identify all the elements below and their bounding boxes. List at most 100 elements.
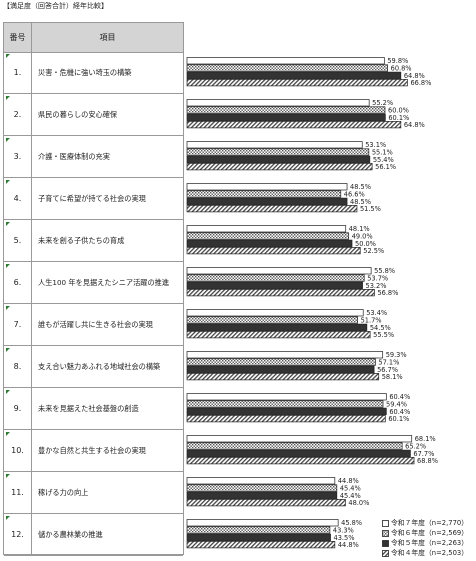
bar <box>186 407 387 415</box>
data-label: 51.7% <box>361 317 382 325</box>
row-label: 豊かな自然と共生する社会の実現 <box>38 446 146 455</box>
bar <box>186 141 363 149</box>
row-number: 4. <box>4 178 32 219</box>
item-table: 番号 項目 1. 災害・危機に強い埼玉の構築 2. 県民の暮らしの安心確保 3. 介護・医… <box>3 22 184 556</box>
data-label: 48.5% <box>350 198 371 206</box>
bars-layer: 59.8%60.8%64.8%66.8%55.2%60.0%60.1%64.8%… <box>186 57 438 549</box>
table-row: 5. 未来を創る子供たちの育成 <box>4 220 183 262</box>
data-label: 52.5% <box>363 247 384 255</box>
bar <box>186 121 402 129</box>
bar <box>186 232 350 240</box>
bar <box>186 205 358 213</box>
bar <box>186 415 386 423</box>
bar <box>186 289 375 297</box>
data-label: 57.1% <box>378 359 399 367</box>
data-label: 60.8% <box>391 65 412 73</box>
data-label: 55.5% <box>373 331 394 339</box>
row-marker-icon <box>6 516 10 520</box>
bar <box>186 99 370 107</box>
bar <box>186 183 348 191</box>
bar <box>186 491 338 499</box>
bar <box>186 274 365 282</box>
data-label: 60.1% <box>388 114 409 122</box>
bar <box>186 435 413 443</box>
data-label: 55.4% <box>373 156 394 164</box>
data-label: 60.4% <box>389 393 410 401</box>
data-label: 51.5% <box>360 205 381 213</box>
data-label: 59.3% <box>386 351 407 359</box>
row-marker-icon <box>6 222 10 226</box>
bar <box>186 155 371 163</box>
legend-swatch <box>382 530 389 537</box>
row-marker-icon <box>6 54 10 58</box>
bar <box>186 309 364 317</box>
data-label: 49.0% <box>352 233 373 241</box>
data-label: 53.7% <box>367 275 388 283</box>
row-number: 11. <box>4 472 32 513</box>
data-label: 55.8% <box>374 267 395 275</box>
bar <box>186 484 338 492</box>
bar <box>186 365 375 373</box>
table-row: 3. 介護・医療体制の充実 <box>4 136 183 178</box>
bar <box>186 358 376 366</box>
bar <box>186 323 368 331</box>
data-label: 48.1% <box>349 225 370 233</box>
table-header: 番号 項目 <box>4 23 183 53</box>
bar <box>186 519 339 527</box>
row-label: 未来を見据えた社会基盤の創造 <box>38 404 139 413</box>
table-row: 2. 県民の暮らしの安心確保 <box>4 94 183 136</box>
data-label: 44.8% <box>338 477 359 485</box>
row-number: 5. <box>4 220 32 261</box>
table-row: 9. 未来を見据えた社会基盤の創造 <box>4 388 183 430</box>
row-label: 未来を創る子供たちの育成 <box>38 236 125 245</box>
data-label: 55.2% <box>372 99 393 107</box>
chart-caption: 【満足度（回答合計）経年比較】 <box>3 2 108 10</box>
data-label: 46.6% <box>344 191 365 199</box>
row-marker-icon <box>6 138 10 142</box>
table-row: 7. 誰もが活躍し共に生きる社会の実現 <box>4 304 183 346</box>
data-label: 67.7% <box>413 450 434 458</box>
row-label: 子育てに希望が持てる社会の実現 <box>38 194 146 203</box>
data-label: 64.8% <box>404 72 425 80</box>
bar <box>186 533 331 541</box>
row-marker-icon <box>6 432 10 436</box>
data-label: 43.3% <box>333 527 354 535</box>
data-label: 59.8% <box>387 57 408 65</box>
data-label: 50.0% <box>355 240 376 248</box>
data-label: 58.1% <box>382 373 403 381</box>
bar <box>186 190 342 198</box>
table-row: 8. 支え合い魅力あふれる地域社会の構築 <box>4 346 183 388</box>
bar <box>186 197 348 205</box>
table-row: 6. 人生100 年を見据えたシニア活躍の推進 <box>4 262 183 304</box>
row-marker-icon <box>6 348 10 352</box>
row-label: 県民の暮らしの安心確保 <box>38 110 118 119</box>
bar <box>186 225 347 233</box>
bar <box>186 281 363 289</box>
row-label: 儲かる農林業の推進 <box>38 530 103 539</box>
legend-label: 令和７年度（n=2,770） <box>391 519 469 527</box>
row-marker-icon <box>6 390 10 394</box>
row-label: 誰もが活躍し共に生きる社会の実現 <box>38 320 153 329</box>
bar <box>186 449 411 457</box>
data-label: 43.5% <box>334 534 355 542</box>
data-label: 65.2% <box>405 443 426 451</box>
data-label: 56.1% <box>375 163 396 171</box>
table-row: 10. 豊かな自然と共生する社会の実現 <box>4 430 183 472</box>
bar <box>186 64 388 72</box>
row-number: 2. <box>4 94 32 135</box>
data-label: 45.8% <box>341 519 362 527</box>
bar <box>186 267 372 275</box>
bar <box>186 373 380 381</box>
row-marker-icon <box>6 96 10 100</box>
bar <box>186 541 336 549</box>
row-number: 3. <box>4 136 32 177</box>
bar <box>186 477 336 485</box>
data-label: 68.8% <box>417 457 438 465</box>
bar <box>186 351 384 359</box>
data-label: 56.7% <box>377 366 398 374</box>
bar <box>186 316 358 324</box>
data-label: 60.1% <box>388 415 409 423</box>
row-label: 人生100 年を見据えたシニア活躍の推進 <box>38 278 170 287</box>
bar <box>186 106 386 114</box>
